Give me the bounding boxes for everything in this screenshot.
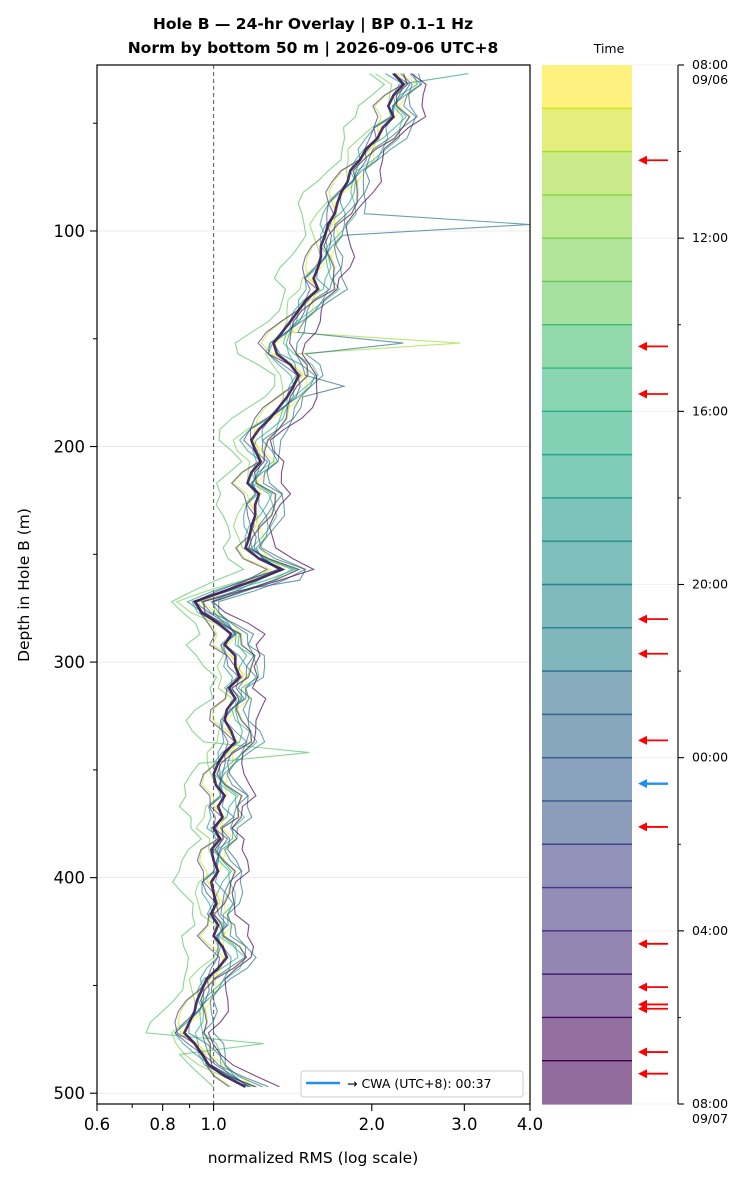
y-tick-label: 500	[54, 1084, 86, 1103]
colorbar-axis: 08:0009/0612:0016:0020:0000:0004:0008:00…	[677, 57, 728, 1126]
colorbar-tick-label: 16:00	[692, 403, 728, 418]
series-line-1700	[209, 73, 531, 1088]
colorbar-cell	[542, 800, 632, 845]
x-axis-label: normalized RMS (log scale)	[208, 1149, 419, 1167]
y-axis-label: Depth in Hole B (m)	[15, 508, 33, 662]
event-arrow-head	[638, 939, 647, 949]
colorbar-cell	[542, 454, 632, 499]
series-line-0900	[177, 73, 405, 1088]
series-line-2100	[200, 73, 411, 1088]
colorbar: Time 08:0009/0612:0016:0020:0000:0004:00…	[542, 41, 728, 1126]
colorbar-cell	[542, 671, 632, 715]
colorbar-title: Time	[593, 41, 625, 56]
colorbar-cell	[542, 584, 632, 629]
colorbar-cell	[542, 324, 632, 369]
series-line-1200	[145, 73, 386, 1088]
series-line-1300	[199, 73, 418, 1088]
series-group	[145, 72, 531, 1088]
colorbar-tick-label: 09/06	[692, 72, 728, 87]
x-tick-label: 3.0	[451, 1115, 477, 1134]
legend-box	[300, 1070, 524, 1098]
event-arrow-head	[638, 822, 647, 832]
colorbar-cell	[542, 757, 632, 802]
colorbar-cells	[542, 65, 632, 1105]
series-line-1400	[191, 73, 469, 1088]
colorbar-cell	[542, 194, 632, 239]
x-tick-label: 1.0	[200, 1115, 226, 1134]
x-tick-label: 2.0	[359, 1115, 385, 1134]
colorbar-cell	[542, 627, 632, 672]
event-arrow-head	[638, 1047, 647, 1057]
colorbar-cell	[542, 368, 632, 412]
event-arrow-head	[638, 1004, 647, 1014]
y-tick-label: 100	[54, 222, 86, 241]
colorbar-cell	[542, 411, 632, 456]
event-arrow-head	[638, 1069, 647, 1079]
colorbar-cell	[542, 497, 632, 542]
x-tick-label: 0.8	[150, 1115, 176, 1134]
colorbar-tick-label: 08:00	[692, 1096, 728, 1111]
colorbar-cell	[542, 714, 632, 759]
colorbar-cell	[542, 541, 632, 586]
y-tick-label: 400	[54, 869, 86, 888]
event-arrow-head	[638, 735, 647, 745]
chart-title: Hole B — 24-hr Overlay | BP 0.1–1 Hz	[153, 15, 473, 34]
colorbar-tick-label: 08:00	[692, 57, 728, 72]
colorbar-cell	[542, 1060, 632, 1105]
event-arrow-head	[638, 982, 647, 992]
y-axis: 100 200 300 400 500	[54, 122, 97, 1103]
colorbar-tick-label: 09/07	[692, 1111, 728, 1126]
colorbar-cell	[542, 151, 632, 196]
colorbar-cell	[542, 974, 632, 1019]
mean-profile-line	[182, 72, 406, 1088]
colorbar-cell	[542, 65, 632, 109]
colorbar-tick-label: 20:00	[692, 577, 728, 592]
colorbar-cell	[542, 844, 632, 889]
event-arrow-head	[638, 341, 647, 351]
event-arrow-head	[638, 155, 647, 165]
cwa-arrow-head	[638, 779, 647, 789]
event-arrow-head	[638, 614, 647, 624]
plot-frame	[96, 64, 531, 1105]
colorbar-tick-label: 00:00	[692, 750, 728, 765]
x-axis: 0.6 0.8 1.0 2.0 3.0 4.0	[84, 1104, 543, 1134]
plot-area: 0.6 0.8 1.0 2.0 3.0 4.0 100 200 300 400 500 norma…	[15, 64, 543, 1167]
x-tick-label: 4.0	[517, 1115, 543, 1134]
colorbar-cell	[542, 1017, 632, 1062]
colorbar-cell	[542, 108, 632, 153]
colorbar-tick-label: 12:00	[692, 230, 728, 245]
y-tick-label: 300	[54, 653, 86, 672]
y-tick-label: 200	[54, 438, 86, 457]
colorbar-cell	[542, 887, 632, 932]
legend-label: → CWA (UTC+8): 00:37	[347, 1076, 492, 1091]
chart-subtitle: Norm by bottom 50 m | 2026-09-06 UTC+8	[128, 39, 499, 58]
colorbar-tick-label: 04:00	[692, 923, 728, 938]
colorbar-cell	[542, 281, 632, 326]
colorbar-grid	[632, 64, 678, 1105]
series-line-2200	[207, 73, 427, 1088]
event-arrow-head	[638, 649, 647, 659]
series-line-2000	[174, 73, 404, 1088]
legend: → CWA (UTC+8): 00:37	[300, 1070, 524, 1098]
series-line-1800	[200, 73, 418, 1088]
x-tick-label: 0.6	[84, 1115, 110, 1134]
event-arrow-head	[638, 389, 647, 399]
event-arrows	[638, 155, 668, 1079]
colorbar-cell	[542, 930, 632, 975]
colorbar-cell	[542, 238, 632, 283]
